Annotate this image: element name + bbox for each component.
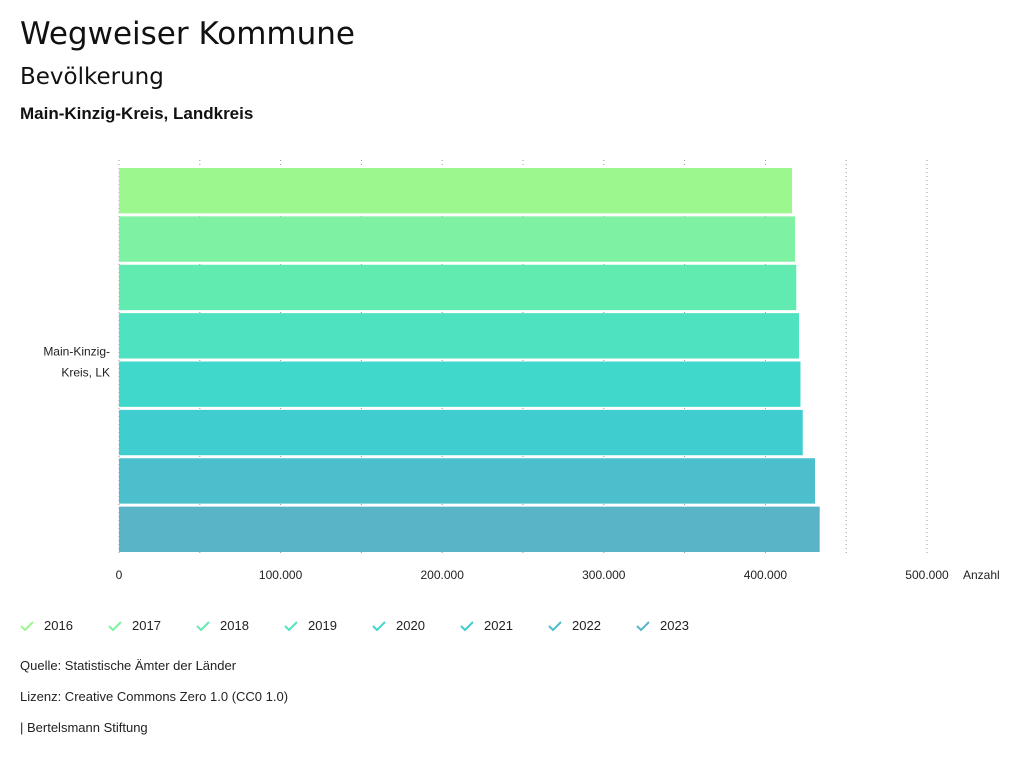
check-icon [284,620,298,631]
legend-item-2022[interactable]: 2022 [548,618,636,633]
legend-label: 2020 [396,618,425,633]
x-tick-label: 100.000 [259,568,303,582]
legend-label: 2017 [132,618,161,633]
source-note: Quelle: Statistische Ämter der Länder [20,658,237,673]
legend-label: 2018 [220,618,249,633]
page-title: Wegweiser Kommune [20,16,355,52]
x-tick-label: 0 [116,568,123,582]
legend-item-2017[interactable]: 2017 [108,618,196,633]
y-axis-category: Main-Kinzig- Kreis, LK [43,345,110,380]
bars [119,168,820,552]
check-icon [372,620,386,631]
category-label: Main-Kinzig- [43,345,110,359]
bar-2022[interactable] [119,458,816,504]
legend-item-2018[interactable]: 2018 [196,618,284,633]
credit-note: | Bertelsmann Stiftung [20,720,148,735]
legend-label: 2016 [44,618,73,633]
x-axis-ticks: 0 100.000 200.000 300.000 400.000 500.000 Anza… [116,568,1000,582]
check-icon [636,620,650,631]
x-tick-label: 200.000 [421,568,465,582]
bar-2019[interactable] [119,313,800,359]
x-axis-label: Anzahl [963,568,1000,582]
bar-2021[interactable] [119,409,803,456]
check-icon [548,620,562,631]
legend-item-2019[interactable]: 2019 [284,618,372,633]
check-icon [196,620,210,631]
bar-chart: 0 100.000 200.000 300.000 400.000 500.000 Anza… [43,160,1000,582]
check-icon [460,620,474,631]
bar-2023[interactable] [119,506,820,552]
bar-2018[interactable] [119,264,797,311]
category-label: Kreis, LK [61,366,110,380]
legend-item-2021[interactable]: 2021 [460,618,548,633]
legend-label: 2023 [660,618,689,633]
legend-item-2023[interactable]: 2023 [636,618,724,633]
bar-2017[interactable] [119,216,795,262]
chart-subtitle: Bevölkerung [20,64,164,90]
bar-2020[interactable] [119,361,801,407]
region-label: Main-Kinzig-Kreis, Landkreis [20,104,254,123]
legend-label: 2022 [572,618,601,633]
legend: 2016 2017 2018 2019 2020 2021 2022 2023 [20,618,724,633]
legend-item-2020[interactable]: 2020 [372,618,460,633]
license-note: Lizenz: Creative Commons Zero 1.0 (CC0 1… [20,689,289,704]
check-icon [20,620,34,631]
legend-label: 2019 [308,618,337,633]
x-tick-label: 400.000 [744,568,788,582]
check-icon [108,620,122,631]
x-tick-label: 300.000 [582,568,626,582]
bar-2016[interactable] [119,168,793,214]
legend-label: 2021 [484,618,513,633]
x-tick-label: 500.000 [905,568,949,582]
legend-item-2016[interactable]: 2016 [20,618,108,633]
